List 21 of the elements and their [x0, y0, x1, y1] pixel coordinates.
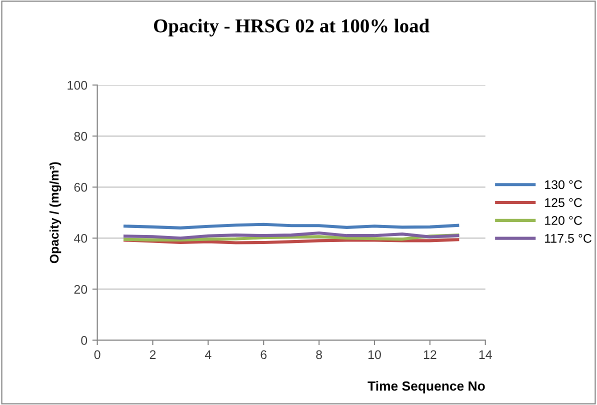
- x-tick-label: 2: [150, 350, 156, 359]
- y-tick-label: 60: [74, 182, 88, 192]
- y-tick-label: 100: [68, 80, 88, 90]
- y-tick-label: 40: [74, 234, 88, 243]
- x-tick-label: 0: [94, 350, 100, 360]
- y-tick-label: 80: [74, 132, 88, 141]
- y-tick-label: 20: [74, 284, 88, 294]
- x-tick-label: 8: [316, 350, 322, 360]
- legend-label: 125 °C: [545, 198, 582, 208]
- y-axis-title: Opacity / (mg/m³): [49, 162, 62, 264]
- chart-title: Opacity - HRSG 02 at 100% load: [154, 18, 430, 36]
- legend-label: 130 °C: [545, 180, 582, 190]
- y-tick-label: 0: [81, 336, 88, 345]
- x-tick-label: 6: [260, 350, 267, 360]
- x-axis-title: Time Sequence No: [368, 381, 485, 394]
- legend-label: 117.5 °C: [545, 234, 592, 243]
- x-tick-label: 12: [424, 350, 436, 359]
- x-tick-label: 10: [368, 350, 381, 360]
- x-tick-label: 4: [204, 350, 212, 359]
- legend-label: 120 °C: [545, 216, 582, 225]
- x-tick-label: 14: [479, 350, 492, 359]
